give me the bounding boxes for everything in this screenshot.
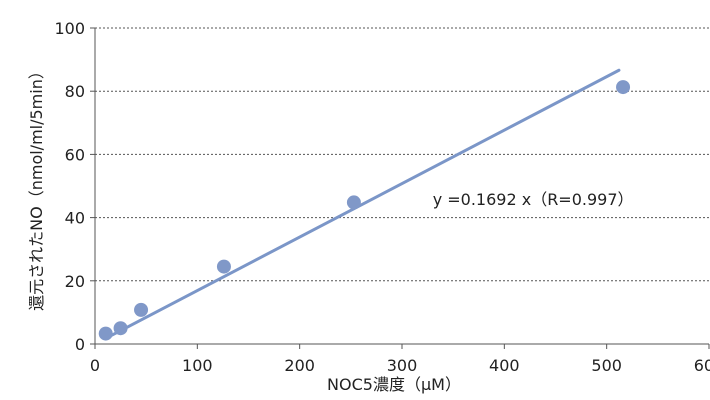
x-tick-label-300: 300 — [387, 356, 418, 375]
data-point-0-1 — [113, 321, 128, 336]
tick-labels: 0 20 40 60 80 100 0 100 200 300 400 500 600 — [54, 19, 710, 375]
data-points — [98, 80, 631, 341]
data-point-0-4 — [346, 195, 361, 210]
y-tick-label-80: 80 — [65, 82, 85, 101]
annotations: y =0.1692 x（R=0.997） — [433, 190, 634, 209]
y-tick-label-20: 20 — [65, 272, 85, 291]
y-tick-label-0: 0 — [75, 335, 85, 354]
y-tick-label-40: 40 — [65, 209, 85, 228]
regression-equation-label: y =0.1692 x（R=0.997） — [433, 190, 634, 209]
gridlines — [95, 27, 709, 282]
x-tick-label-600: 600 — [694, 356, 710, 375]
data-point-0-5 — [616, 80, 631, 95]
y-tick-label-60: 60 — [65, 145, 85, 164]
data-point-0-2 — [134, 302, 149, 317]
data-point-0-0 — [98, 326, 113, 341]
trendline-layer — [108, 68, 621, 338]
x-tick-label-400: 400 — [489, 356, 520, 375]
y-tick-label-100: 100 — [54, 19, 85, 38]
axes — [90, 27, 710, 349]
data-point-0-3 — [216, 259, 231, 274]
trendline — [108, 68, 621, 338]
x-axis-title: NOC5濃度（μM） — [327, 375, 461, 394]
y-axis-title: 還元されたNO（nmol/ml/5min） — [27, 63, 46, 311]
x-tick-label-500: 500 — [591, 356, 622, 375]
x-tick-label-100: 100 — [182, 356, 213, 375]
x-tick-label-0: 0 — [90, 356, 100, 375]
x-tick-label-200: 200 — [284, 356, 315, 375]
